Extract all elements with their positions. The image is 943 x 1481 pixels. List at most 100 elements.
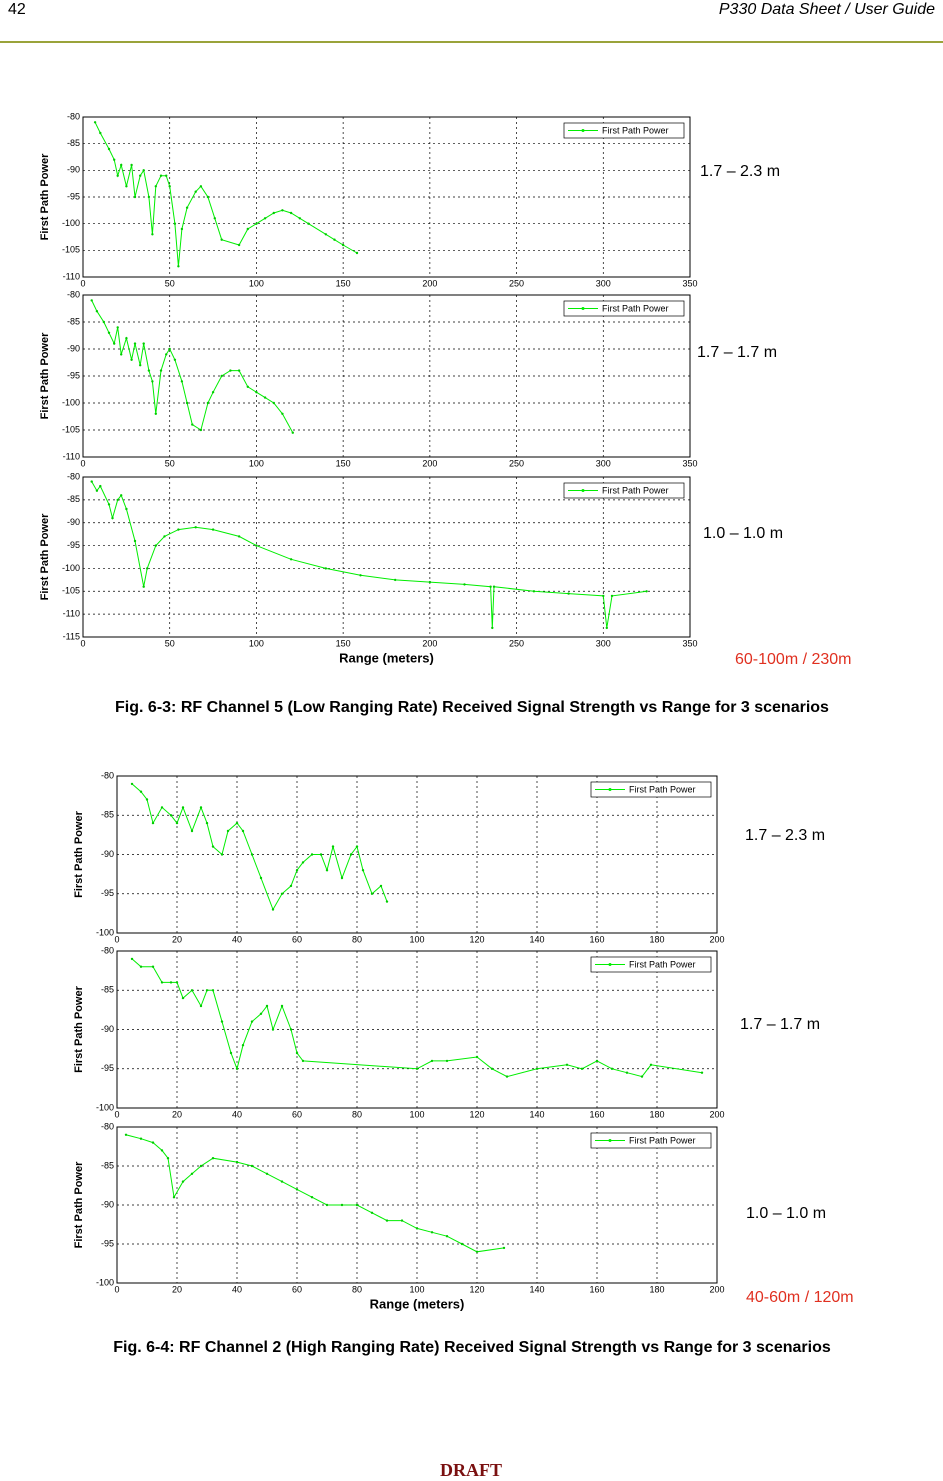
x-tick-label: 200 xyxy=(709,934,724,944)
y-tick-label: -105 xyxy=(62,245,80,255)
y-tick-label: -100 xyxy=(96,927,114,937)
x-tick-label: 0 xyxy=(114,934,119,944)
x-tick-label: 50 xyxy=(165,458,175,468)
x-tick-label: 60 xyxy=(292,1284,302,1294)
legend-marker xyxy=(581,489,585,492)
y-tick-label: -90 xyxy=(67,165,80,175)
y-tick-label: -105 xyxy=(62,424,80,434)
y-axis-label: First Path Power xyxy=(39,153,51,241)
x-tick-label: 160 xyxy=(589,1284,604,1294)
x-tick-label: 80 xyxy=(352,1109,362,1119)
y-tick-label: -100 xyxy=(62,397,80,407)
x-tick-label: 300 xyxy=(596,638,611,648)
y-tick-label: -85 xyxy=(101,810,114,820)
y-tick-label: -110 xyxy=(63,609,80,619)
legend-marker xyxy=(581,129,585,132)
series-line xyxy=(90,480,648,630)
legend-label: First Path Power xyxy=(602,303,669,313)
x-tick-label: 60 xyxy=(292,1109,302,1119)
y-tick-label: -95 xyxy=(67,191,80,201)
header-title: P330 Data Sheet / User Guide xyxy=(719,1,935,18)
x-tick-label: 100 xyxy=(409,934,424,944)
annotation: 1.7 – 2.3 m xyxy=(700,163,780,180)
x-tick-label: 140 xyxy=(529,1109,544,1119)
y-axis-label: First Path Power xyxy=(73,810,85,898)
y-tick-label: -80 xyxy=(101,770,114,780)
y-tick-label: -95 xyxy=(101,1238,114,1248)
x-tick-label: 250 xyxy=(509,278,524,288)
annotation: 1.7 – 2.3 m xyxy=(745,827,825,844)
series-line xyxy=(93,121,359,268)
y-tick-label: -100 xyxy=(62,218,80,228)
series-line xyxy=(130,782,389,911)
legend-marker xyxy=(608,788,612,791)
x-tick-label: 200 xyxy=(709,1109,724,1119)
legend-marker xyxy=(608,1139,612,1142)
legend-marker xyxy=(608,963,612,966)
annotation: 60-100m / 230m xyxy=(735,651,852,668)
x-tick-label: 0 xyxy=(80,278,85,288)
x-tick-label: 120 xyxy=(469,934,484,944)
legend-box xyxy=(590,1132,712,1149)
x-tick-label: 200 xyxy=(422,458,437,468)
x-tick-label: 0 xyxy=(80,458,85,468)
y-axis-label: First Path Power xyxy=(73,1161,85,1249)
x-tick-label: 200 xyxy=(422,638,437,648)
legend-label: First Path Power xyxy=(629,1135,696,1145)
x-tick-label: 20 xyxy=(172,934,182,944)
x-tick-label: 0 xyxy=(80,638,85,648)
figure-caption: Fig. 6-3: RF Channel 5 (Low Ranging Rate… xyxy=(115,699,829,716)
legend-label: First Path Power xyxy=(602,125,669,135)
x-tick-label: 0 xyxy=(114,1109,119,1119)
y-tick-label: -100 xyxy=(62,563,80,573)
legend-box xyxy=(563,122,685,139)
y-tick-label: -80 xyxy=(67,471,80,481)
y-tick-label: -90 xyxy=(67,517,80,527)
x-tick-label: 350 xyxy=(682,638,697,648)
x-tick-label: 120 xyxy=(469,1109,484,1119)
x-tick-label: 40 xyxy=(232,1284,242,1294)
x-tick-label: 300 xyxy=(596,458,611,468)
x-tick-label: 160 xyxy=(589,1109,604,1119)
x-tick-label: 200 xyxy=(422,278,437,288)
x-tick-label: 40 xyxy=(232,1109,242,1119)
x-tick-label: 20 xyxy=(172,1109,182,1119)
x-tick-label: 200 xyxy=(709,1284,724,1294)
annotation: 1.0 – 1.0 m xyxy=(703,525,783,542)
x-tick-label: 140 xyxy=(529,1284,544,1294)
y-axis-label: First Path Power xyxy=(39,332,51,420)
x-tick-label: 80 xyxy=(352,934,362,944)
y-tick-label: -85 xyxy=(101,1160,114,1170)
y-tick-label: -90 xyxy=(67,343,80,353)
x-tick-label: 140 xyxy=(529,934,544,944)
y-tick-label: -95 xyxy=(101,888,114,898)
x-tick-label: 180 xyxy=(649,934,664,944)
x-tick-label: 180 xyxy=(649,1109,664,1119)
annotation: 1.0 – 1.0 m xyxy=(746,1205,826,1222)
y-tick-label: -85 xyxy=(67,138,80,148)
x-tick-label: 120 xyxy=(469,1284,484,1294)
x-tick-label: 40 xyxy=(232,934,242,944)
x-tick-label: 100 xyxy=(409,1284,424,1294)
x-tick-label: 180 xyxy=(649,1284,664,1294)
legend-label: First Path Power xyxy=(602,485,669,495)
x-tick-label: 250 xyxy=(509,458,524,468)
page-number: 42 xyxy=(8,1,26,18)
x-axis-label: Range (meters) xyxy=(370,1296,465,1311)
legend-label: First Path Power xyxy=(629,784,696,794)
x-tick-label: 0 xyxy=(114,1284,119,1294)
y-axis-label: First Path Power xyxy=(73,985,85,1073)
legend-marker xyxy=(581,307,585,310)
y-tick-label: -80 xyxy=(101,1121,114,1131)
y-tick-label: -95 xyxy=(67,370,80,380)
series-line xyxy=(124,1133,506,1254)
y-tick-label: -90 xyxy=(101,1199,114,1209)
x-tick-label: 150 xyxy=(336,638,351,648)
x-tick-label: 250 xyxy=(509,638,524,648)
y-tick-label: -110 xyxy=(63,451,80,461)
y-tick-label: -85 xyxy=(67,494,80,504)
x-tick-label: 50 xyxy=(165,638,175,648)
y-tick-label: -90 xyxy=(101,849,114,859)
x-tick-label: 100 xyxy=(249,458,264,468)
